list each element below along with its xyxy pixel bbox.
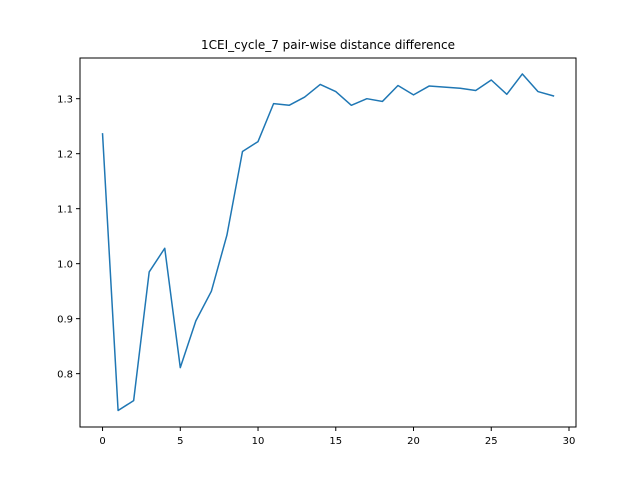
y-tick-label: 0.9 — [57, 315, 73, 326]
y-tick-label: 1.2 — [57, 150, 73, 161]
x-tick-label: 15 — [329, 436, 342, 447]
y-tick-label: 1.3 — [57, 95, 73, 106]
x-tick-label: 30 — [563, 436, 576, 447]
x-tick-label: 0 — [99, 436, 105, 447]
x-tick-label: 10 — [252, 436, 265, 447]
x-tick-label: 25 — [485, 436, 498, 447]
axes-frame — [79, 57, 577, 428]
y-tick-label: 1.0 — [57, 260, 73, 271]
x-tick-label: 5 — [177, 436, 183, 447]
x-tick-label: 20 — [407, 436, 420, 447]
plot-area: 0 5 10 15 20 25 30 0.8 0.9 1.0 1.1 1.2 1.3 — [57, 57, 577, 447]
chart-title: 1CEI_cycle_7 pair-wise distance differen… — [201, 38, 455, 52]
y-tick-label: 0.8 — [57, 370, 73, 381]
y-tick-label: 1.1 — [57, 205, 73, 216]
series-line — [101, 73, 555, 412]
